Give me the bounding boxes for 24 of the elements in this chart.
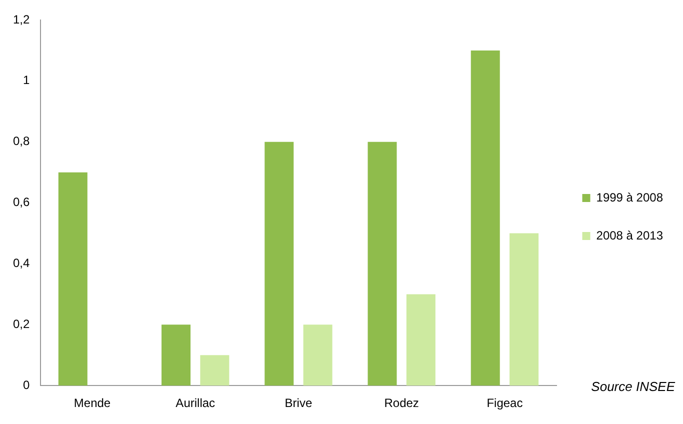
- legend-label: 2008 à 2013: [596, 228, 664, 242]
- bar: [58, 172, 88, 386]
- legend-label: 1999 à 2008: [596, 190, 664, 204]
- bar: [264, 142, 294, 386]
- bar: [470, 50, 500, 386]
- y-tick-label: 0,4: [12, 256, 30, 270]
- x-tick-label: Rodez: [384, 396, 419, 410]
- bar: [200, 355, 230, 386]
- y-tick-label: 0,2: [12, 316, 30, 331]
- bar: [162, 324, 191, 386]
- y-tick-label: 1: [22, 73, 30, 88]
- y-tick-label: 0: [22, 378, 30, 392]
- source-note: Source INSEE: [591, 379, 676, 394]
- y-tick-label: 0,6: [12, 195, 30, 210]
- y-tick-label: 1,2: [12, 12, 30, 26]
- x-tick-label: Aurillac: [176, 396, 216, 410]
- bar: [510, 233, 539, 386]
- y-tick-label: 0,8: [12, 134, 30, 148]
- bar: [406, 294, 436, 386]
- x-tick-label: Brive: [284, 396, 312, 410]
- bar: [303, 324, 332, 386]
- x-tick-label: Mende: [74, 396, 111, 410]
- x-tick-label: Figeac: [486, 396, 523, 410]
- bar: [368, 142, 397, 386]
